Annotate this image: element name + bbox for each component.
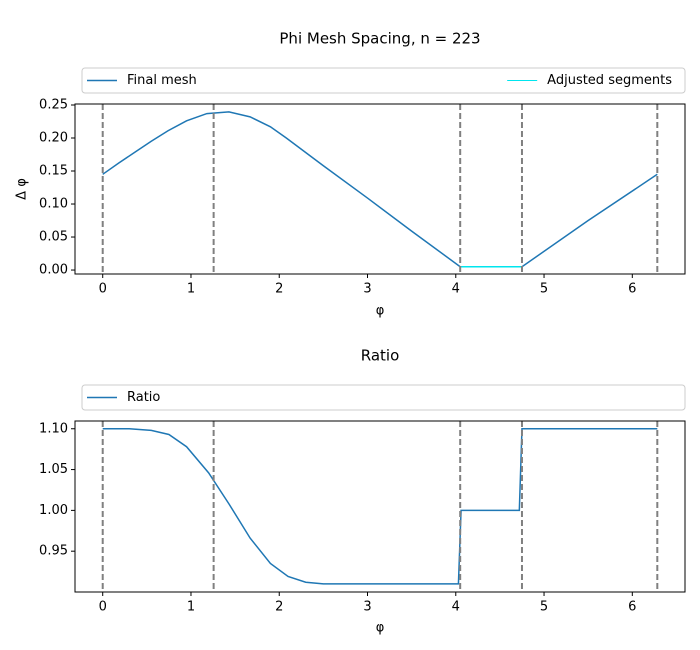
y-tick-label: 1.05 (39, 462, 68, 477)
chart-title: Ratio (361, 347, 400, 365)
chart-title: Phi Mesh Spacing, n = 223 (279, 30, 480, 48)
x-tick-label: 6 (628, 600, 636, 615)
legend-box (81, 67, 686, 94)
x-tick-label: 2 (275, 282, 283, 297)
x-tick-label: 0 (99, 600, 107, 615)
y-axis-label: Δ φ (15, 178, 30, 200)
y-tick-label: 0.05 (39, 230, 68, 245)
plot-frame (74, 103, 686, 275)
y-tick-label: 0.10 (39, 197, 68, 212)
series-line (102, 428, 658, 585)
legend-label: Ratio (127, 390, 160, 405)
plot-frame (74, 420, 686, 593)
x-tick-label: 1 (187, 600, 195, 615)
x-tick-label: 5 (540, 282, 548, 297)
x-tick-label: 1 (187, 282, 195, 297)
y-tick-label: 0.00 (39, 263, 68, 278)
x-tick-label: 5 (540, 600, 548, 615)
y-tick-label: 0.25 (39, 97, 68, 112)
x-tick-label: 3 (363, 600, 371, 615)
y-tick-label: 1.10 (39, 421, 68, 436)
y-tick-label: 1.00 (39, 503, 68, 518)
y-tick-label: 0.20 (39, 131, 68, 146)
legend-box (81, 384, 686, 411)
y-tick-label: 0.15 (39, 164, 68, 179)
x-tick-label: 0 (99, 282, 107, 297)
x-axis-label: φ (376, 304, 385, 319)
x-tick-label: 6 (628, 282, 636, 297)
x-tick-label: 3 (363, 282, 371, 297)
legend-label: Adjusted segments (547, 73, 672, 88)
y-tick-label: 0.95 (39, 544, 68, 559)
x-axis-label: φ (376, 621, 385, 636)
x-tick-label: 4 (452, 282, 460, 297)
legend-label: Final mesh (127, 73, 197, 88)
x-tick-label: 2 (275, 600, 283, 615)
series-line (102, 111, 658, 268)
x-tick-label: 4 (452, 600, 460, 615)
